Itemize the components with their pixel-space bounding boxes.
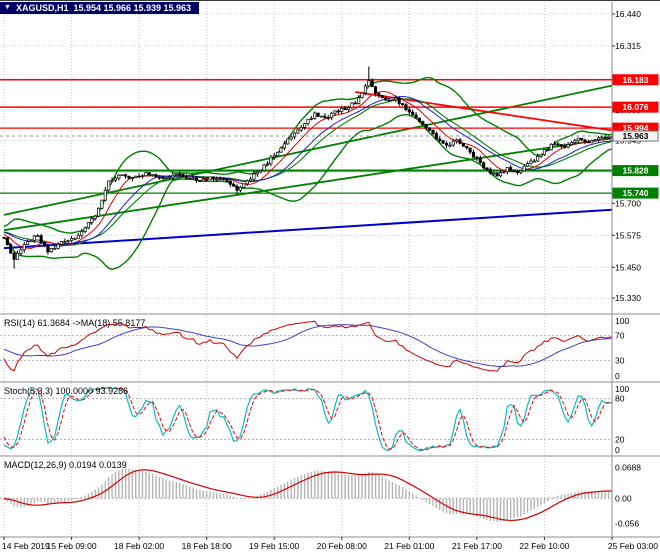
macd-axis-label: 0.0688 [615, 463, 641, 473]
price-axis-label: 15.330 [615, 293, 641, 303]
time-axis-label: 21 Feb 17:00 [452, 541, 502, 551]
stoch-axis-label: 80 [615, 394, 625, 404]
time-axis-label: 20 Feb 08:00 [317, 541, 367, 551]
price-axis-label: 16.440 [615, 9, 641, 19]
stoch-label: Stoch(5,3,3) 100.0000 93.9286 [4, 386, 129, 396]
time-axis-label: 15 Feb 09:00 [47, 541, 97, 551]
macd-label: MACD(12,26,9) 0.0194 0.0139 [4, 460, 127, 470]
time-axis-label: 19 Feb 15:00 [249, 541, 299, 551]
time-axis-label: 21 Feb 01:00 [384, 541, 434, 551]
svg-text:16.183: 16.183 [623, 75, 649, 85]
price-axis-label: 15.575 [615, 230, 641, 240]
candles [2, 66, 612, 269]
trendlines [0, 78, 612, 250]
macd-axis-label: -0.056 [615, 518, 639, 528]
svg-text:15.994: 15.994 [623, 123, 649, 133]
price-level-badge: 15.963 [612, 130, 659, 142]
price-level-badge: 15.828 [612, 165, 659, 177]
rsi-axis-label: 100 [615, 316, 629, 326]
time-axis-label: 25 Feb 03:00 [608, 541, 658, 551]
chart-symbol: XAGUSD,H1 [15, 3, 69, 13]
stoch-axis-label: 0 [615, 445, 620, 455]
blue-support-trendline[interactable] [3, 208, 612, 250]
price-axis: 16.44016.31516.19016.06515.94515.82015.7… [612, 9, 659, 528]
time-axis-label: 22 Feb 10:00 [519, 541, 569, 551]
green-trendline-steep[interactable] [3, 84, 612, 216]
price-level-badge: 16.076 [612, 101, 659, 113]
price-axis-label: 15.450 [615, 262, 641, 272]
macd-axis-label: 0.00 [615, 493, 632, 503]
macd-histogram [3, 468, 612, 522]
time-axis-label: 18 Feb 02:00 [114, 541, 164, 551]
chart-ohlc: 15.954 15.966 15.939 15.963 [73, 3, 192, 13]
time-axis-label: 18 Feb 18:00 [182, 541, 232, 551]
svg-text:15.740: 15.740 [623, 188, 649, 198]
rsi-axis-label: 70 [615, 331, 625, 341]
chart-dropdown-icon[interactable]: ▼ [4, 4, 11, 11]
stoch-axis-label: 100 [615, 384, 629, 394]
price-level-badge: 16.183 [612, 74, 659, 86]
stoch-axis-label: 20 [615, 434, 625, 444]
chart-title-bar[interactable]: ▼ XAGUSD,H1 15.954 15.966 15.939 15.963 [0, 2, 200, 14]
price-axis-label: 15.700 [615, 198, 641, 208]
svg-text:16.076: 16.076 [623, 102, 649, 112]
rsi-label: RSI(14) 61.3684 ->MA(18) 55.8177 [4, 318, 146, 328]
time-axis-label: 14 Feb 2019 [2, 541, 50, 551]
price-level-badge: 15.740 [612, 187, 659, 199]
svg-text:15.828: 15.828 [623, 166, 649, 176]
rsi-axis-label: 0 [615, 371, 620, 381]
price-axis-label: 16.315 [615, 41, 641, 51]
grid [0, 2, 613, 537]
rsi-axis-label: 30 [615, 355, 625, 365]
svg-text:15.963: 15.963 [623, 131, 649, 141]
